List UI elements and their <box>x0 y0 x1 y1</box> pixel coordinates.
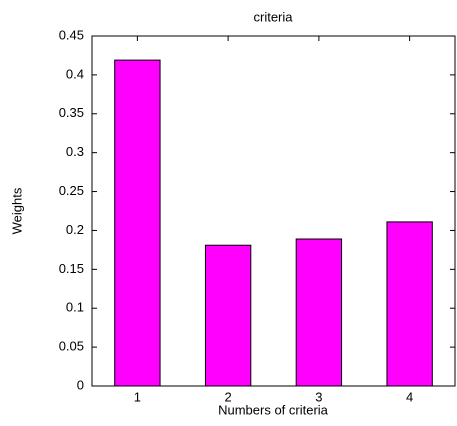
bar <box>295 238 343 387</box>
x-tick-label: 3 <box>315 389 322 404</box>
x-axis-label: Numbers of criteria <box>218 402 329 417</box>
bar <box>386 221 433 387</box>
y-tick-label: 0.1 <box>66 300 84 315</box>
y-tick-label: 0.15 <box>59 261 84 276</box>
y-tick-label: 0.35 <box>59 105 84 120</box>
y-tick-label: 0.3 <box>66 144 84 159</box>
y-tick-label: 0.2 <box>66 222 84 237</box>
bar <box>204 244 252 387</box>
x-tick-label: 2 <box>225 389 232 404</box>
bar <box>114 59 161 387</box>
y-tick-label: 0.4 <box>66 66 84 81</box>
x-tick-label: 4 <box>406 389 413 404</box>
y-tick-label: 0 <box>77 377 84 392</box>
x-tick-label: 1 <box>134 389 141 404</box>
y-tick-label: 0.45 <box>59 27 84 42</box>
y-axis-label: Weights <box>9 187 24 234</box>
y-tick-label: 0.25 <box>59 183 84 198</box>
chart-title: criteria <box>253 9 293 24</box>
y-tick-label: 0.05 <box>59 339 84 354</box>
